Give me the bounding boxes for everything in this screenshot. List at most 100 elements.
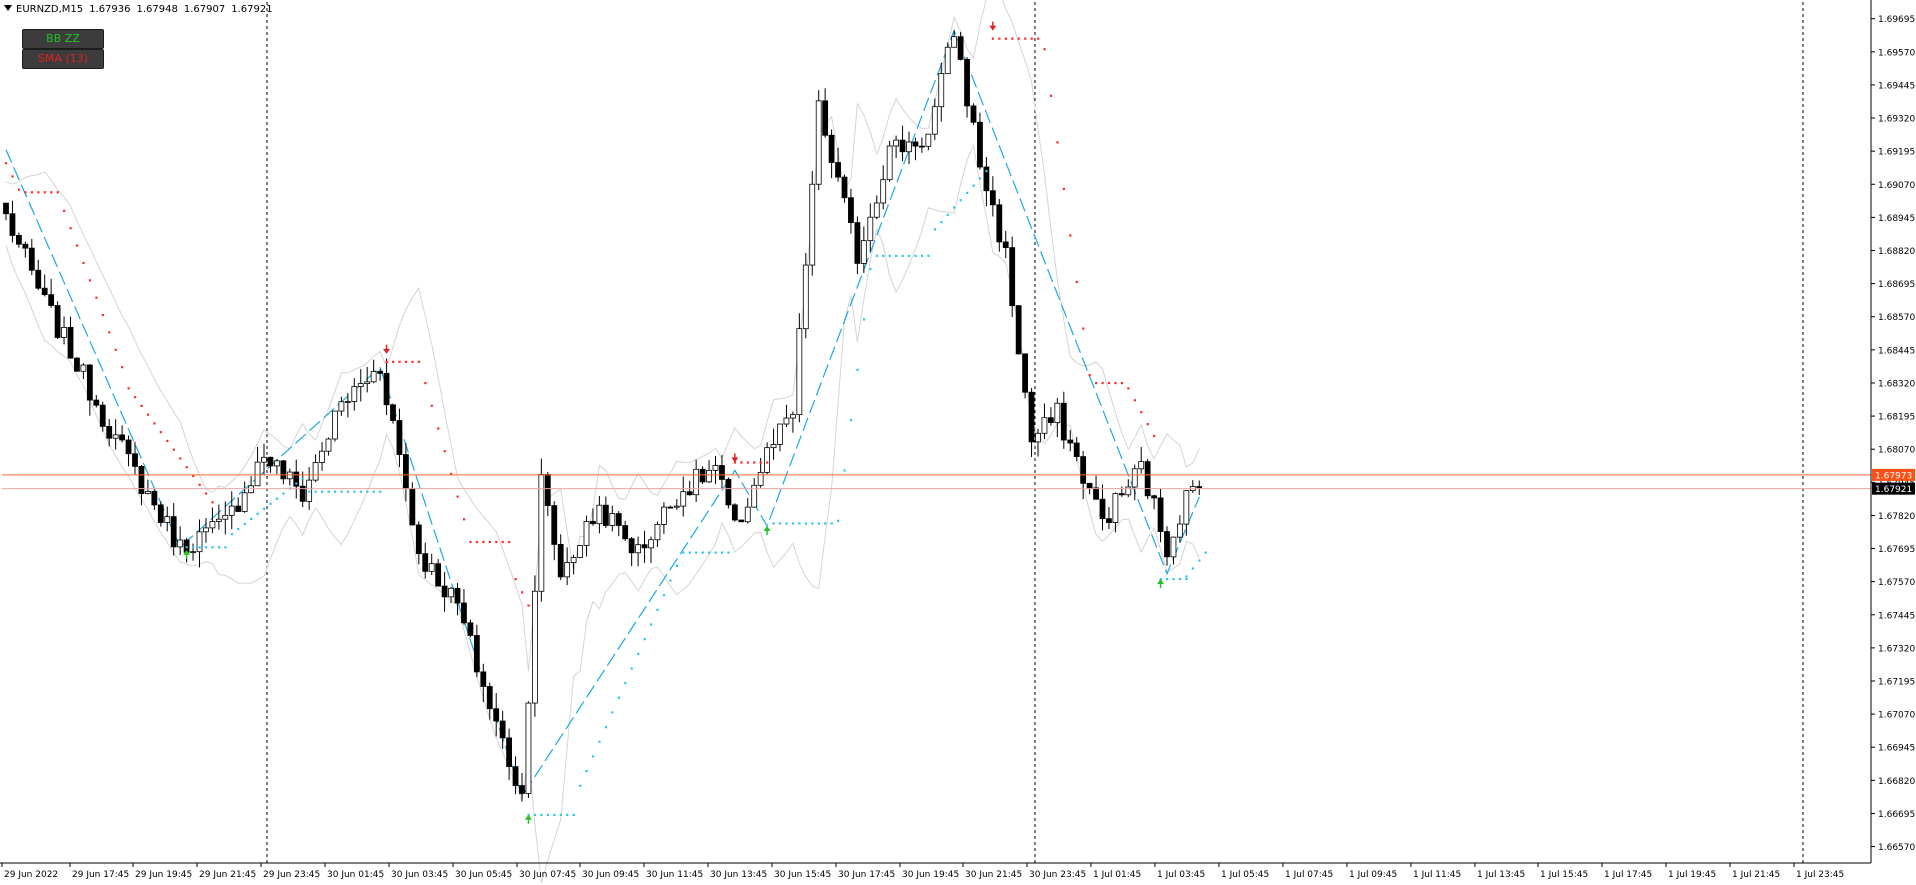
candle-body [383, 372, 390, 406]
candle-body [577, 545, 583, 558]
resistance-dot [1114, 381, 1117, 385]
resistance-dot [475, 540, 479, 544]
resistance-dot [1030, 37, 1033, 40]
candle [170, 503, 177, 556]
support-dot [849, 419, 853, 422]
candle-body [1144, 461, 1151, 497]
resistance-dot [1146, 423, 1149, 426]
price-tick-label: 1.69695 [1878, 15, 1915, 25]
candle-body [596, 504, 603, 525]
candle-body [1086, 482, 1093, 489]
candle-body [74, 357, 80, 372]
time-tick-label: 29 Jun 2022 [4, 870, 58, 880]
resistance-dot [101, 313, 104, 317]
resistance-dot [5, 162, 8, 165]
bb-zz-button[interactable]: BB ZZ [22, 29, 104, 49]
candle-body [802, 264, 809, 330]
bid-price-label: 1.67973 [1875, 471, 1912, 481]
zigzag-arrows [183, 21, 1165, 824]
resistance-dot [11, 175, 14, 178]
candle-body [706, 469, 712, 483]
sma-13-button[interactable]: SMA (13) [22, 49, 104, 69]
resistance-dot [417, 360, 420, 363]
support-dot [308, 490, 311, 493]
candle [280, 460, 287, 485]
candle [1196, 480, 1203, 496]
candle-body [1138, 461, 1145, 470]
resistance-dot [527, 604, 530, 607]
candle-body [3, 202, 9, 215]
resistance-dot [766, 461, 769, 464]
candle [1112, 492, 1119, 533]
candle-body [532, 590, 538, 704]
candle [1151, 494, 1157, 510]
time-tick-label: 1 Jul 03:45 [1157, 870, 1205, 880]
support-dot [314, 490, 317, 493]
candle [151, 489, 158, 510]
support-dot [527, 813, 530, 816]
candle [61, 316, 67, 345]
resistance-dot [211, 501, 214, 504]
candle-body [757, 471, 764, 486]
candle [28, 238, 35, 276]
support-dot [882, 254, 885, 257]
support-dot [211, 546, 214, 549]
resistance-dot [159, 431, 162, 434]
candle-body [602, 504, 609, 526]
candle-body [222, 514, 229, 520]
bollinger-band [5, 0, 1200, 884]
candle [164, 506, 171, 532]
candle [390, 404, 396, 424]
resistance-dot [424, 381, 427, 385]
resistance-dot [1075, 280, 1078, 284]
candle [1009, 236, 1016, 318]
support-dot [933, 228, 936, 231]
candle-body [1093, 487, 1099, 500]
candle [583, 515, 590, 557]
candle [157, 501, 164, 527]
resistance-dot [50, 191, 53, 194]
resistance-dot [1153, 434, 1156, 438]
candle-body [783, 417, 790, 425]
candle-body [203, 527, 209, 533]
candle [1118, 486, 1125, 497]
support-dot [720, 551, 724, 554]
candle [422, 542, 429, 579]
candle-body [641, 544, 648, 549]
candle-body [848, 197, 854, 223]
support-dot [856, 368, 859, 371]
resistance-dot [121, 366, 124, 369]
resistance-dot [192, 474, 195, 478]
candle [931, 98, 938, 140]
support-dot [598, 740, 601, 743]
time-tick-label: 1 Jul 15:45 [1540, 870, 1588, 880]
support-dot [230, 532, 233, 536]
candle-body [1009, 247, 1016, 307]
resistance-dot [108, 331, 111, 334]
price-tick-label: 1.69445 [1878, 81, 1915, 91]
candle [648, 536, 654, 564]
candle-body [931, 106, 938, 135]
candle-body [177, 539, 184, 548]
candle [54, 301, 61, 339]
candle-body [190, 551, 196, 554]
chevron-down-icon[interactable] [4, 5, 12, 11]
candle-body [454, 587, 461, 604]
arrow-down-icon [731, 457, 739, 463]
candle-body [119, 434, 125, 441]
candle [1106, 507, 1112, 529]
candle-body [1035, 432, 1041, 443]
candle [1099, 484, 1106, 531]
candle [667, 505, 674, 509]
candle [319, 442, 325, 471]
candle [473, 624, 480, 677]
candle [570, 554, 577, 575]
candle-body [977, 121, 983, 168]
candle [228, 491, 235, 530]
candle-body [93, 399, 100, 406]
candle [615, 511, 622, 537]
candle [222, 501, 229, 535]
support-dot [675, 564, 678, 567]
high-value: 1.67948 [136, 4, 178, 15]
